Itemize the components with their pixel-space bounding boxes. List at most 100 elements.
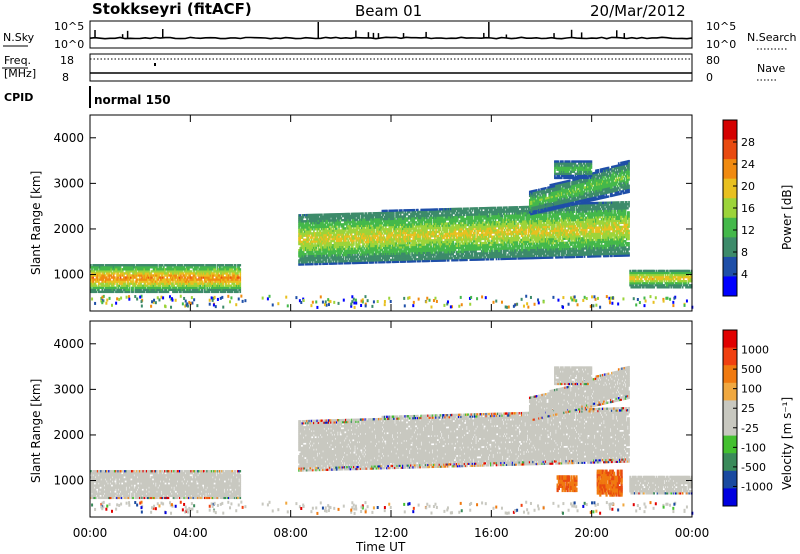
power-cell <box>315 232 318 235</box>
power-cell <box>111 272 114 275</box>
power-cell <box>186 272 189 275</box>
power-cell <box>156 288 158 292</box>
power-cell <box>319 215 322 218</box>
power-cell <box>314 244 316 247</box>
power-cell <box>173 276 175 279</box>
power-cell <box>326 233 329 237</box>
power-cell <box>308 228 311 231</box>
power-cell <box>139 266 141 269</box>
power-cell <box>110 264 113 267</box>
power-cell <box>192 286 195 289</box>
power-cell <box>311 224 314 227</box>
power-cell <box>237 268 239 271</box>
power-cell <box>225 272 228 275</box>
power-cell <box>184 278 187 281</box>
power-cell <box>301 220 304 223</box>
power-cell <box>184 282 187 285</box>
power-cell <box>180 278 182 281</box>
power-cell <box>95 276 98 279</box>
power-cell <box>233 288 236 292</box>
power-cell <box>196 270 198 273</box>
power-cell <box>226 272 229 275</box>
power-cell <box>408 211 411 214</box>
power-cell <box>182 288 185 292</box>
power-cell <box>113 288 116 292</box>
power-cell <box>305 226 307 229</box>
power-cell <box>164 270 166 273</box>
power-cell <box>112 282 115 285</box>
power-cell <box>101 278 104 281</box>
power-cell <box>314 242 316 245</box>
power-cell <box>217 290 220 294</box>
power-cell <box>239 282 242 285</box>
power-cell <box>93 288 96 292</box>
power-cell <box>440 251 443 254</box>
power-cell <box>153 272 156 275</box>
power-cell <box>119 264 122 267</box>
power-cell <box>109 286 112 289</box>
power-cell <box>127 268 130 271</box>
power-cell <box>96 278 99 281</box>
power-cell <box>157 268 160 271</box>
power-cell <box>223 286 226 289</box>
power-cell <box>131 276 133 279</box>
power-cell <box>214 284 217 287</box>
power-cell <box>148 264 150 267</box>
power-cell <box>151 288 154 292</box>
power-cell <box>126 284 129 287</box>
power-cell <box>446 236 449 240</box>
power-cell <box>118 288 121 292</box>
power-cell <box>307 240 310 243</box>
power-cell <box>317 225 320 229</box>
power-cell <box>123 268 125 271</box>
power-cell <box>299 253 302 256</box>
power-cell <box>311 262 314 266</box>
power-cell <box>123 284 125 287</box>
power-cell <box>301 216 304 219</box>
power-cell <box>443 236 445 240</box>
power-cell <box>169 268 172 271</box>
power-cell <box>406 219 409 222</box>
power-cell <box>231 264 234 267</box>
power-cell <box>99 282 101 285</box>
power-cell <box>139 278 141 281</box>
power-cell <box>235 282 238 285</box>
power-cell <box>132 266 134 269</box>
power-cell <box>118 280 121 283</box>
power-cell <box>307 224 310 227</box>
power-cell <box>188 290 190 294</box>
power-cell <box>151 284 154 287</box>
power-cell <box>134 288 137 292</box>
power-cell <box>215 290 218 294</box>
power-cell <box>101 276 104 279</box>
power-cell <box>345 239 347 242</box>
power-cell <box>357 257 360 260</box>
power-cell <box>178 264 181 267</box>
power-cell <box>166 276 169 279</box>
power-cell <box>226 276 229 279</box>
power-cell <box>321 240 323 243</box>
power-cell <box>323 227 326 231</box>
power-cell <box>421 221 424 224</box>
power-cell <box>423 218 426 222</box>
power-cell <box>118 284 121 287</box>
power-cell <box>193 268 196 271</box>
power-cell <box>301 240 304 244</box>
power-cell <box>189 290 191 294</box>
power-cell <box>183 276 186 279</box>
power-cell <box>219 266 222 269</box>
power-cell <box>413 208 416 212</box>
power-cell <box>318 232 321 235</box>
power-cell <box>376 248 379 252</box>
power-cell <box>110 268 113 271</box>
power-cell <box>375 253 378 256</box>
power-cell <box>357 249 360 252</box>
power-cell <box>319 252 322 255</box>
power-cell <box>321 213 323 216</box>
power-cell <box>340 239 343 242</box>
power-cell <box>317 234 320 237</box>
power-cell <box>93 278 96 281</box>
power-cell <box>298 216 300 219</box>
power-cell <box>204 282 206 285</box>
